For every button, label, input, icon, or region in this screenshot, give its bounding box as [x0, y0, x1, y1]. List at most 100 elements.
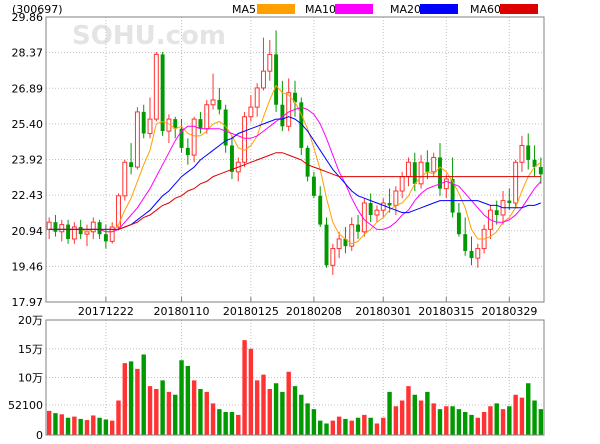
volume-bar-down	[223, 412, 228, 435]
candle-down	[299, 102, 304, 148]
candle-down	[311, 176, 316, 196]
legend-label-ma60: MA60	[470, 3, 501, 16]
candle-down	[538, 167, 543, 175]
candle-down	[412, 162, 417, 184]
candle-down	[53, 222, 58, 232]
candle-up	[109, 226, 115, 242]
volume-panel: 20万 15万 10万 52100 0	[8, 314, 545, 442]
volume-bar-down	[450, 406, 455, 435]
candle-down	[179, 128, 184, 148]
candle-down	[103, 234, 108, 242]
candle-down	[223, 109, 228, 146]
volume-bar-up	[147, 386, 153, 435]
volume-bar-down	[469, 414, 474, 435]
price-y-tick-label: 29.86	[12, 11, 44, 24]
volume-bar-down	[173, 394, 178, 435]
volume-bar-up	[475, 417, 481, 435]
volume-bar-down	[141, 354, 146, 435]
volume-bar-up	[362, 414, 367, 435]
volume-bar-up	[242, 340, 247, 435]
candle-up	[399, 176, 405, 192]
candle-down	[526, 145, 531, 160]
volume-bar-down	[273, 383, 279, 435]
candle-up	[242, 116, 248, 163]
volume-bar-down	[128, 361, 134, 435]
volume-bar-down	[305, 403, 310, 435]
volume-bar-up	[393, 406, 399, 435]
ma5-line	[49, 84, 542, 245]
volume-bar-up	[286, 371, 291, 435]
volume-bar-down	[368, 417, 373, 435]
volume-bar-down	[425, 391, 430, 435]
candle-up	[443, 178, 449, 190]
volume-bar-up	[336, 416, 342, 435]
candle-up	[380, 202, 386, 211]
candle-down	[160, 54, 165, 132]
price-y-tick-label: 23.92	[12, 154, 44, 167]
volume-bar-up	[135, 368, 140, 435]
volume-bar-up	[154, 389, 159, 435]
volume-bar-down	[538, 409, 544, 435]
volume-bar-up	[349, 420, 354, 435]
legend: MA5 MA10 MA20 MA60	[232, 3, 538, 16]
volume-bar-down	[198, 389, 203, 435]
volume-bar-down	[311, 409, 317, 435]
candle-up	[418, 161, 424, 185]
volume-bar-up	[204, 391, 209, 435]
price-grid	[46, 17, 544, 302]
volume-bar-down	[343, 418, 348, 435]
volume-bar-down	[355, 417, 361, 435]
candle-up	[59, 224, 65, 233]
volume-y-tick-label: 0	[36, 429, 43, 440]
price-y-tick-label: 17.97	[12, 296, 44, 309]
candle-down	[507, 200, 512, 204]
volume-bar-down	[462, 412, 468, 435]
candle-up	[116, 195, 121, 228]
stock-code-label: (300697)	[12, 3, 63, 16]
volume-bar-up	[210, 403, 216, 435]
candle-down	[280, 104, 285, 127]
sohu-watermark: SOHU.com	[72, 21, 226, 51]
volume-bar-up	[406, 386, 411, 435]
candle-down	[129, 162, 134, 168]
candle-down	[356, 224, 360, 232]
price-panel: 29.86 28.37 26.89 25.40 23.92 22.43 20.94 19.46…	[12, 11, 545, 318]
legend-swatch-ma5	[257, 4, 295, 14]
volume-bar-up	[481, 412, 487, 435]
volume-bar-down	[412, 394, 417, 435]
volume-bar-down	[437, 409, 443, 435]
candle-up	[431, 156, 437, 173]
volume-bar-up	[166, 391, 172, 435]
price-y-axis: 29.86 28.37 26.89 25.40 23.92 22.43 20.94 19.46…	[12, 11, 44, 309]
legend-label-ma20: MA20	[390, 3, 421, 16]
candle-up	[71, 226, 77, 240]
candle-up	[153, 53, 159, 120]
candle-up	[393, 190, 399, 206]
volume-bar-down	[229, 412, 235, 435]
volume-bar-up	[500, 409, 506, 435]
volume-bar-down	[179, 360, 184, 435]
candle-up	[261, 70, 266, 89]
candle-up	[191, 118, 197, 156]
candle-up	[210, 99, 216, 106]
candle-up	[134, 111, 140, 168]
volume-bar-up	[519, 397, 525, 435]
candle-up	[90, 221, 96, 233]
x-tick-label: 20180301	[355, 305, 411, 318]
candle-up	[513, 161, 519, 204]
price-y-tick-label: 26.89	[12, 82, 44, 95]
price-frame	[45, 16, 545, 303]
candle-down	[318, 195, 323, 225]
x-tick-label: 20180208	[286, 305, 342, 318]
volume-bar-down	[292, 386, 298, 435]
x-tick-label: 20180329	[481, 305, 537, 318]
candle-down	[78, 226, 83, 235]
candle-up	[286, 92, 292, 127]
candle-up	[254, 87, 260, 108]
volume-bar-down	[299, 394, 304, 435]
volume-bar-up	[109, 420, 115, 435]
volume-y-tick-label: 20万	[18, 314, 43, 327]
volume-bar-up	[122, 363, 128, 435]
candle-up	[122, 161, 128, 197]
candle-up	[406, 161, 411, 178]
